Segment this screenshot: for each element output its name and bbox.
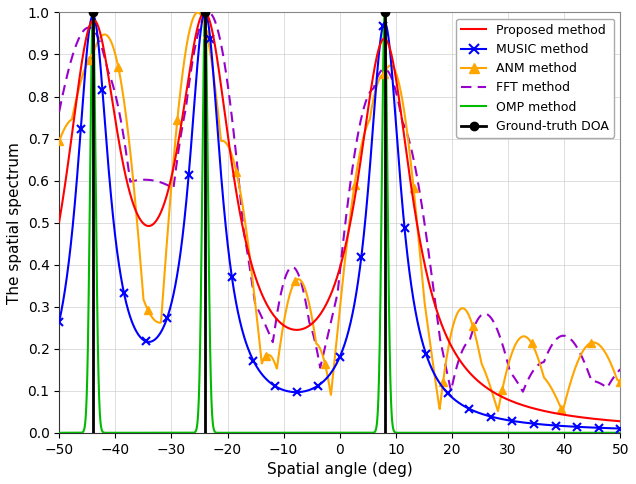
X-axis label: Spatial angle (deg): Spatial angle (deg) (267, 462, 413, 477)
Legend: Proposed method, MUSIC method, ANM method, FFT method, OMP method, Ground-truth : Proposed method, MUSIC method, ANM metho… (456, 19, 614, 138)
Y-axis label: The spatial spectrum: The spatial spectrum (7, 142, 22, 303)
